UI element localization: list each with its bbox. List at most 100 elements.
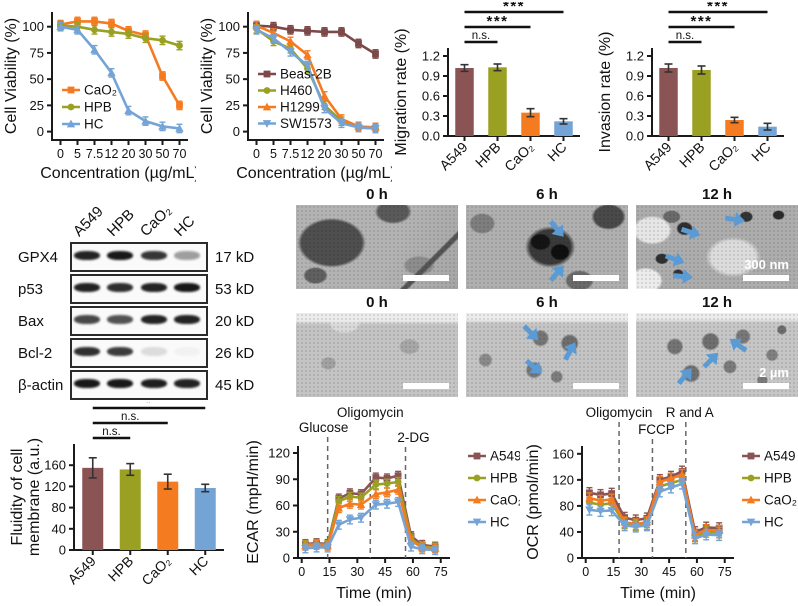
category-label: A549 bbox=[640, 139, 675, 174]
y-axis-label: membrane (a.u.) bbox=[26, 438, 43, 556]
svg-text:50: 50 bbox=[156, 147, 170, 161]
category-label: HPB bbox=[105, 553, 137, 585]
protein-band bbox=[73, 379, 100, 388]
svg-text:0: 0 bbox=[37, 124, 44, 139]
legend-item: HC bbox=[490, 515, 510, 530]
category-label: HC bbox=[544, 139, 570, 165]
protein-band bbox=[140, 251, 167, 260]
bar-CaO₂ bbox=[157, 481, 179, 550]
blue-arrow-icon bbox=[664, 252, 685, 267]
significance-label: n.s. bbox=[121, 411, 140, 423]
svg-text:7.5: 7.5 bbox=[86, 147, 103, 161]
legend-item: HPB bbox=[490, 471, 518, 486]
blot-row-Bcl-2: Bcl-2 26 kD bbox=[18, 338, 276, 368]
molecular-weight-label: 20 kD bbox=[215, 312, 255, 330]
y-axis-label: Cell Viability (%) bbox=[3, 18, 20, 134]
tem-micrograph bbox=[466, 313, 628, 397]
legend-item: A549 bbox=[490, 449, 520, 464]
legend-item: CaO₂ bbox=[764, 493, 797, 508]
svg-text:0: 0 bbox=[283, 551, 290, 566]
protein-band bbox=[107, 315, 134, 324]
legend-item: HPB bbox=[84, 100, 112, 115]
protein-band bbox=[73, 251, 100, 260]
svg-text:0: 0 bbox=[567, 551, 574, 566]
injection-label: R and A bbox=[666, 405, 714, 420]
svg-text:20: 20 bbox=[122, 147, 136, 161]
category-label: A549 bbox=[64, 553, 99, 588]
protein-band bbox=[140, 379, 167, 388]
tem-time-label: 0 h bbox=[366, 294, 388, 311]
blue-arrow-icon bbox=[525, 358, 543, 374]
svg-text:100: 100 bbox=[22, 19, 44, 34]
scale-label: 2 µm bbox=[759, 365, 789, 380]
legend-item: CaO₂ bbox=[490, 493, 520, 508]
tem-image-row: 2 µm bbox=[296, 313, 798, 397]
injection-label: Oligomycin bbox=[337, 405, 404, 420]
blue-arrow-icon bbox=[676, 368, 692, 386]
blue-arrow-icon bbox=[673, 268, 694, 284]
bar-HC bbox=[554, 121, 573, 136]
significance-label: *** bbox=[690, 13, 712, 30]
y-axis-label: Migration rate (%) bbox=[393, 28, 410, 155]
scale-bar bbox=[403, 275, 449, 281]
svg-text:25: 25 bbox=[226, 98, 240, 113]
tem-micrograph: 300 nm bbox=[636, 205, 798, 289]
blot-strip bbox=[70, 370, 208, 400]
bar-HC bbox=[194, 487, 216, 550]
svg-text:80: 80 bbox=[52, 500, 66, 515]
tem-time-label: 12 h bbox=[701, 294, 732, 311]
blot-row-β-actin: β-actin 45 kD bbox=[18, 370, 276, 400]
blot-lane-label: CaO₂ bbox=[136, 202, 175, 240]
tem-micrograph bbox=[296, 205, 458, 289]
protein-label: GPX4 bbox=[18, 248, 59, 266]
bar-A549 bbox=[82, 467, 104, 550]
blot-strip bbox=[70, 242, 208, 272]
svg-text:75: 75 bbox=[434, 565, 448, 579]
svg-text:0: 0 bbox=[233, 124, 240, 139]
blue-arrow-icon bbox=[702, 352, 719, 369]
scale-bar bbox=[573, 383, 619, 389]
protein-band bbox=[140, 283, 167, 292]
x-axis-label: Time (min) bbox=[336, 585, 412, 602]
blue-arrow-icon bbox=[724, 211, 746, 227]
svg-text:60: 60 bbox=[690, 565, 704, 579]
svg-text:5: 5 bbox=[270, 147, 277, 161]
blue-arrow-icon bbox=[563, 342, 577, 362]
protein-band bbox=[107, 379, 134, 388]
svg-text:30: 30 bbox=[139, 147, 153, 161]
svg-text:60: 60 bbox=[406, 565, 420, 579]
bar-A549 bbox=[659, 68, 678, 136]
blue-arrow-icon bbox=[681, 225, 701, 240]
blot-lane-label: HPB bbox=[103, 206, 138, 240]
svg-text:40: 40 bbox=[560, 524, 574, 539]
scale-bar bbox=[403, 383, 449, 389]
western-blot-panel: A549 HPB CaO₂ HC GPX4 17 kD p53 53 kD Bax 20 kD Bc… bbox=[18, 190, 276, 404]
bar-A549 bbox=[455, 68, 474, 136]
svg-text:25: 25 bbox=[30, 98, 44, 113]
svg-text:90: 90 bbox=[276, 472, 290, 487]
category-label: HPB bbox=[472, 139, 504, 171]
svg-text:0.6: 0.6 bbox=[626, 89, 644, 104]
protein-band bbox=[174, 315, 201, 324]
protein-band bbox=[73, 283, 100, 292]
tem-time-labels: 0 h 6 h 12 h bbox=[296, 294, 798, 313]
svg-text:15: 15 bbox=[607, 565, 621, 579]
blot-strip bbox=[70, 274, 208, 304]
protein-band bbox=[107, 283, 134, 292]
tem-micrograph-grid: 0 h 6 h 12 h 300 nm 0 h 6 h 12 h 2 µm bbox=[296, 186, 798, 402]
molecular-weight-label: 26 kD bbox=[215, 344, 255, 362]
tem-micrograph bbox=[296, 313, 458, 397]
molecular-weight-label: 45 kD bbox=[215, 376, 255, 394]
injection-label: Oligomycin bbox=[586, 405, 653, 420]
legend-item: HC bbox=[84, 117, 104, 132]
bar-CaO₂ bbox=[521, 112, 540, 136]
tem-micrograph: 2 µm bbox=[636, 313, 798, 397]
svg-text:30: 30 bbox=[276, 524, 290, 539]
bar-CaO₂ bbox=[725, 120, 744, 136]
scale-bar bbox=[743, 275, 789, 281]
protein-label: p53 bbox=[18, 280, 44, 298]
svg-text:160: 160 bbox=[552, 446, 574, 461]
